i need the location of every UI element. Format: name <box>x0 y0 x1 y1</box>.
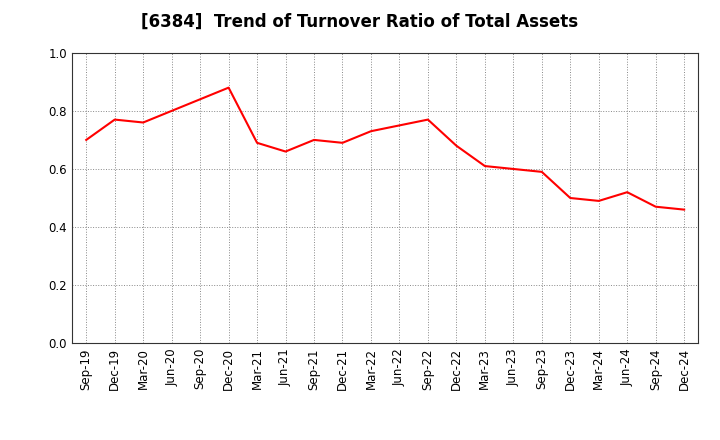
Text: [6384]  Trend of Turnover Ratio of Total Assets: [6384] Trend of Turnover Ratio of Total … <box>141 13 579 31</box>
